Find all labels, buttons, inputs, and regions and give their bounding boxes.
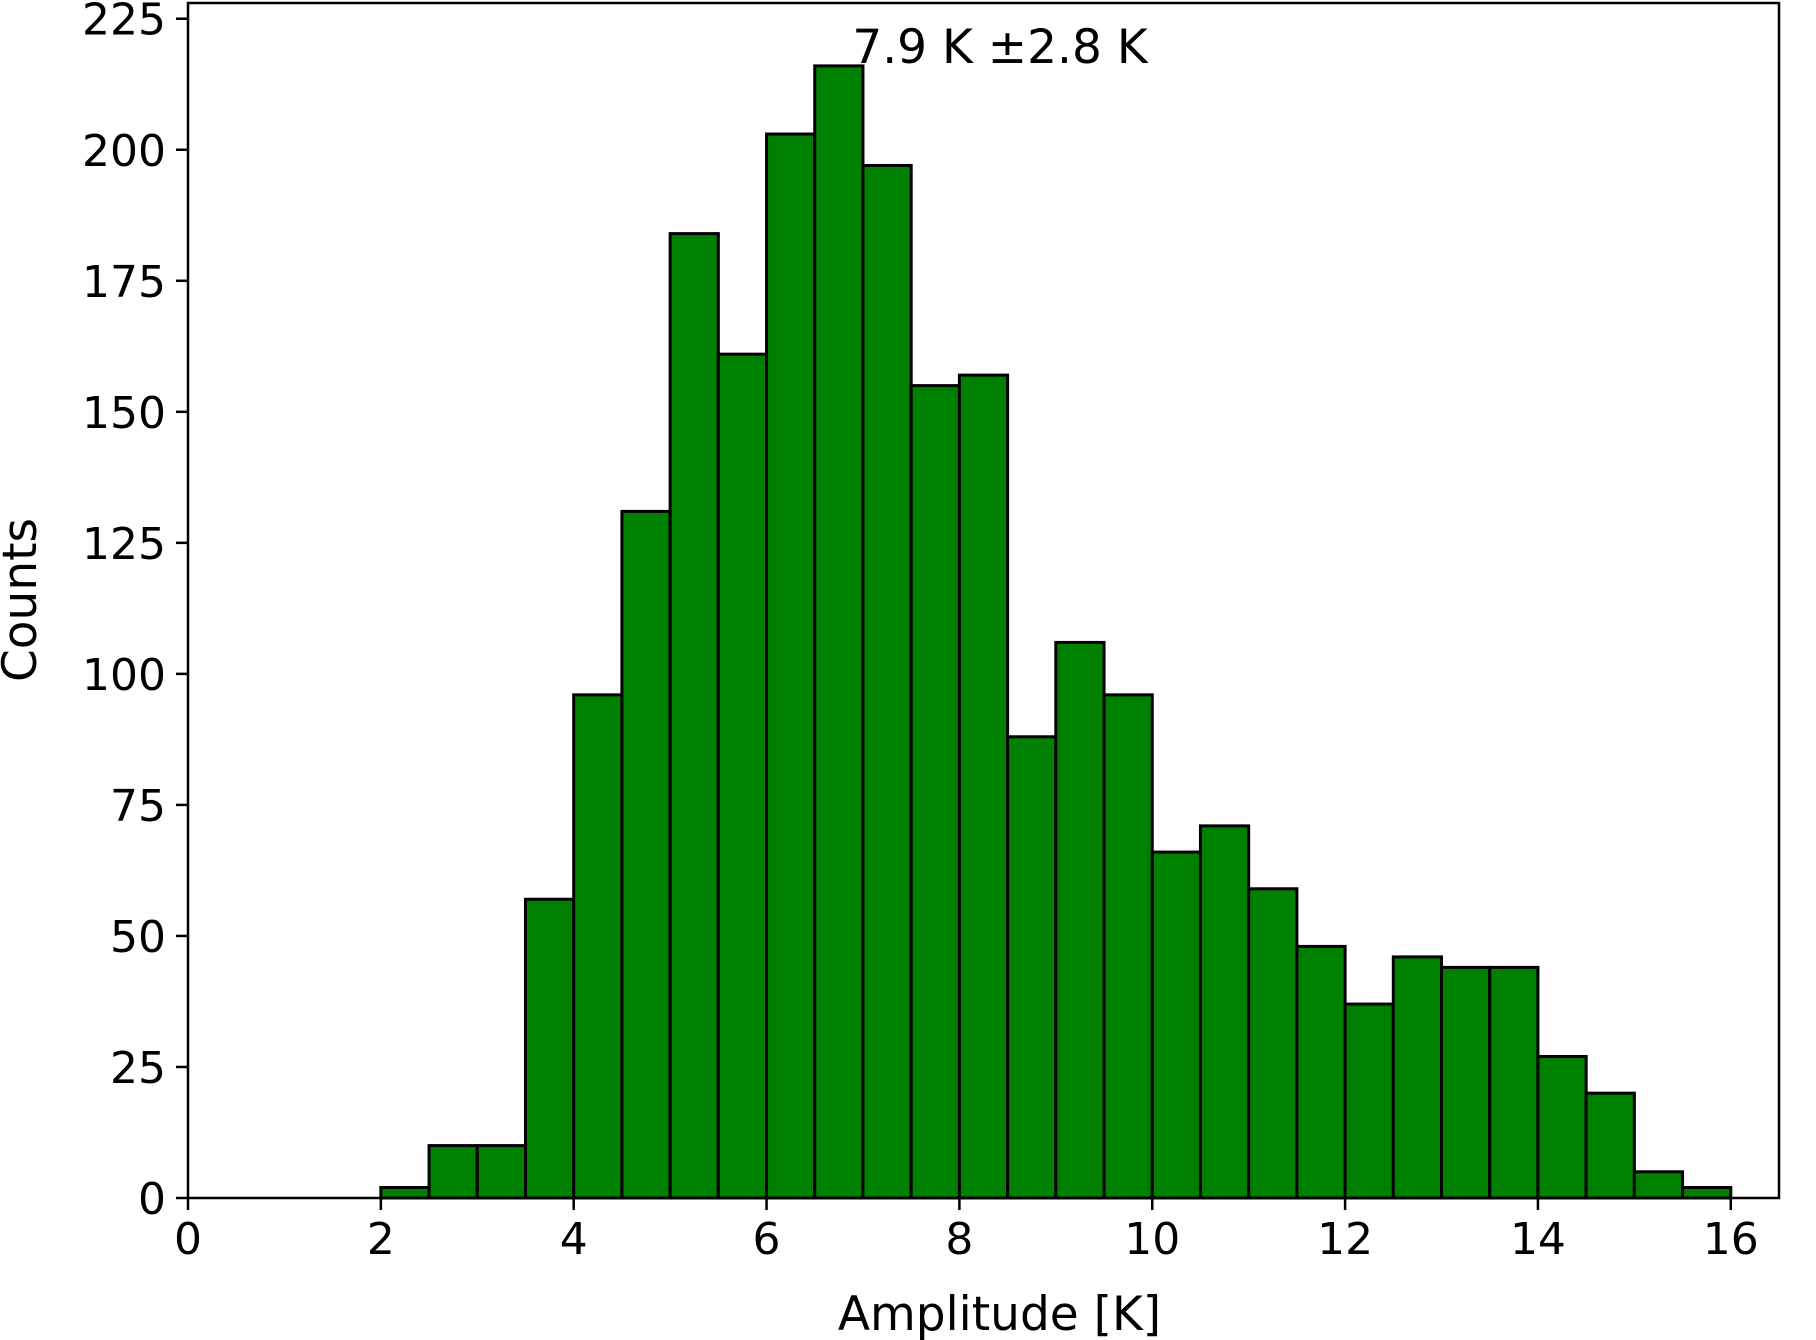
x-tick-label-1: 2 (367, 1214, 395, 1265)
plot-frame (186, 1, 1781, 1200)
y-tick-label-5: 125 (82, 519, 166, 570)
histogram-bar-18 (1247, 887, 1299, 1200)
histogram-bar-20 (1343, 1002, 1395, 1200)
x-tick-label-5: 10 (1124, 1214, 1180, 1265)
histogram-bar-25 (1584, 1091, 1636, 1200)
x-tick-label-2: 4 (560, 1214, 588, 1265)
y-tick-label-7: 175 (82, 257, 166, 308)
histogram-bar-4 (572, 693, 624, 1200)
y-tick-label-0: 0 (138, 1174, 166, 1225)
histogram-bar-1 (427, 1144, 479, 1200)
histogram-bar-10 (861, 163, 913, 1200)
histogram-bar-7 (716, 352, 769, 1200)
histogram-bar-14 (1054, 640, 1106, 1200)
histogram-bar-8 (765, 132, 817, 1200)
y-tick-label-6: 150 (82, 388, 166, 439)
x-tick-label-6: 12 (1317, 1214, 1373, 1265)
histogram-bar-24 (1536, 1054, 1588, 1200)
histogram-bar-27 (1681, 1186, 1733, 1200)
y-tick-label-2: 50 (110, 912, 166, 963)
histogram-bar-16 (1150, 850, 1202, 1200)
histogram-bar-22 (1440, 965, 1492, 1200)
y-tick-label-4: 100 (82, 650, 166, 701)
histogram-bar-6 (668, 232, 720, 1200)
y-tick-label-8: 200 (82, 126, 166, 177)
histogram-bar-11 (909, 384, 961, 1200)
x-axis-label: Amplitude [K] (838, 1287, 1161, 1340)
x-tick-label-7: 14 (1510, 1214, 1566, 1265)
x-tick-label-8: 16 (1703, 1214, 1759, 1265)
ticks-layer: 0 2 4 6 8 10 12 14 16 0 25 50 75 100 125 150 175 200 225 (82, 0, 1759, 1265)
histogram-bar-13 (1006, 735, 1058, 1200)
stats-annotation: 7.9 K ±2.8 K (852, 20, 1149, 75)
histogram-bar-5 (620, 509, 672, 1200)
histogram-bar-12 (957, 373, 1010, 1200)
histogram-bar-0 (379, 1186, 431, 1200)
histogram-bar-2 (475, 1144, 527, 1200)
histogram-bar-9 (813, 64, 865, 1200)
histogram-bar-21 (1391, 955, 1444, 1200)
axes-layer (186, 1, 1781, 1200)
y-tick-label-3: 75 (110, 781, 166, 832)
histogram-bar-19 (1295, 944, 1347, 1200)
y-tick-label-9: 225 (82, 0, 166, 46)
x-tick-label-3: 6 (753, 1214, 781, 1265)
histogram-bar-3 (523, 897, 576, 1200)
y-axis-label: Counts (0, 518, 48, 682)
x-tick-label-0: 0 (174, 1214, 202, 1265)
x-tick-label-4: 8 (945, 1214, 973, 1265)
histogram-bar-26 (1632, 1170, 1685, 1200)
histogram-bar-17 (1198, 824, 1251, 1200)
histogram-bar-15 (1102, 693, 1154, 1200)
bars-layer (379, 64, 1733, 1200)
y-tick-label-1: 25 (110, 1043, 166, 1094)
histogram-bar-23 (1488, 965, 1540, 1200)
